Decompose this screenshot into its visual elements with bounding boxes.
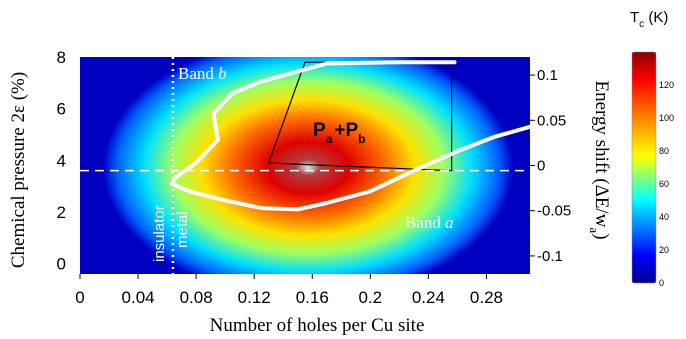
colorbar-tick-label: 40 xyxy=(659,212,669,222)
colorbar-gradient xyxy=(631,51,657,284)
y-left-tick-label: 6 xyxy=(57,100,66,119)
insulator-label: insulator xyxy=(151,205,168,262)
x-tick-label: 0.08 xyxy=(180,288,213,307)
x-tick-label: 0.28 xyxy=(470,288,503,307)
y-left-axis-label: Chemical pressure 2ε (%) xyxy=(8,72,29,268)
y-right-tick-label: -0.1 xyxy=(537,248,563,265)
y-right-tick-label: 0.05 xyxy=(537,112,566,129)
y-right-tick-label: 0 xyxy=(537,158,545,175)
colorbar-tick-label: 60 xyxy=(659,179,669,189)
y-right-tick-label: 0.1 xyxy=(537,67,558,84)
x-tick-label: 0.16 xyxy=(296,288,329,307)
x-tick-label: 0.2 xyxy=(359,288,383,307)
plot-area xyxy=(80,57,530,274)
y-left-tick-label: 2 xyxy=(57,203,66,222)
pa-pb-label: Pa +Pb xyxy=(313,120,366,146)
metal-label: metal xyxy=(174,211,191,248)
y-left-tick-label: 0 xyxy=(57,255,66,274)
y-left-tick-label: 4 xyxy=(57,151,66,170)
x-tick-label: 0.24 xyxy=(412,288,445,307)
colorbar-tick-label: 20 xyxy=(659,245,669,255)
heatmap-tc-region xyxy=(103,57,513,274)
x-tick-label: 0.12 xyxy=(238,288,271,307)
colorbar-tick-label: 120 xyxy=(659,80,674,90)
colorbar-tick-label: 0 xyxy=(659,278,664,288)
colorbar-tick-label: 80 xyxy=(659,146,669,156)
x-tick-label: 0 xyxy=(75,288,84,307)
x-tick-label: 0.04 xyxy=(122,288,155,307)
y-right-axis-label: Energy shift (ΔE/wa) xyxy=(587,80,612,239)
band-boundary-curve xyxy=(169,60,532,212)
colorbar-title: Tc (K) xyxy=(630,9,668,30)
colorbar-tick-label: 100 xyxy=(659,113,674,123)
band-b-label: Band b xyxy=(178,64,227,83)
y-right-tick-label: -0.05 xyxy=(537,203,571,220)
colorbar: 0 20 40 60 80 100 120 Tc (K) xyxy=(630,9,674,288)
marks-layer: Band b Band a Pa +Pb insulator metal xyxy=(80,57,532,274)
x-axis-label: Number of holes per Cu site xyxy=(210,315,425,336)
axes-layer: 0 0.04 0.08 0.12 0.16 0.2 0.24 0.28 0 2 4 6 8 0.1 0.05… xyxy=(8,48,612,336)
band-a-label: Band a xyxy=(405,213,454,232)
y-left-tick-label: 8 xyxy=(57,48,66,67)
